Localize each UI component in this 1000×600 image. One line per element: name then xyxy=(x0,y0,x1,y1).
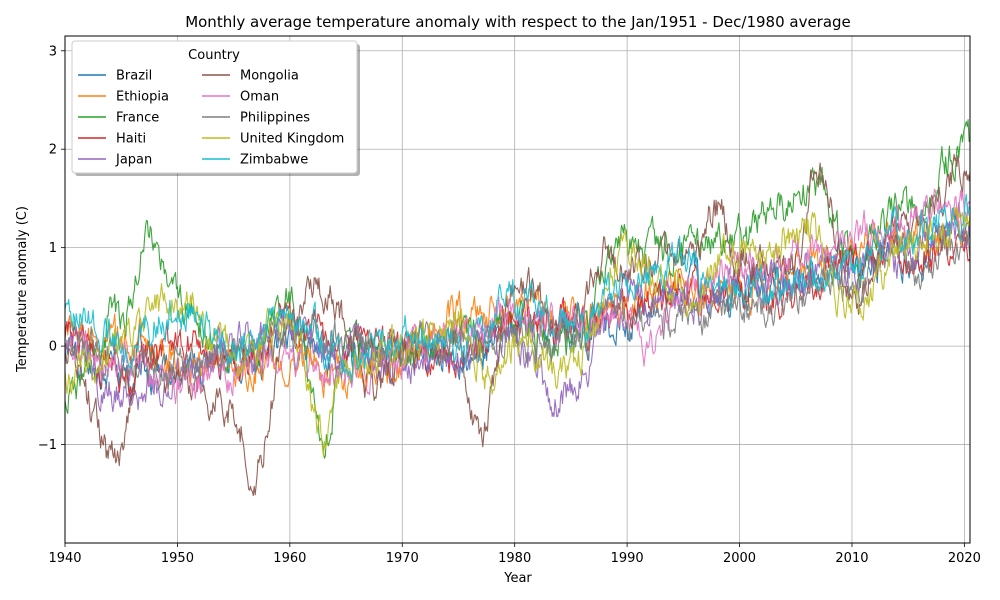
x-tick-label: 1990 xyxy=(611,551,644,566)
y-axis-label: Temperature anomaly (C) xyxy=(15,206,30,373)
x-tick-label: 1980 xyxy=(498,551,531,566)
legend-label: Philippines xyxy=(240,111,310,126)
legend-box xyxy=(71,40,358,174)
chart-title: Monthly average temperature anomaly with… xyxy=(185,13,851,31)
series-line-united-kingdom xyxy=(64,206,971,457)
y-tick-label: 3 xyxy=(49,44,57,59)
x-tick-label: 2020 xyxy=(948,551,981,566)
legend-label: Zimbabwe xyxy=(240,153,308,168)
y-tick-label: 0 xyxy=(49,340,57,355)
x-tick-label: 1940 xyxy=(48,551,81,566)
legend-label: Mongolia xyxy=(240,69,299,84)
series-line-philippines xyxy=(64,229,971,391)
legend-label: France xyxy=(116,111,159,126)
legend-label: Haiti xyxy=(116,132,146,147)
legend-label: United Kingdom xyxy=(240,132,344,147)
y-tick-label: 1 xyxy=(49,241,57,256)
plot-area xyxy=(64,119,971,497)
x-tick-label: 1950 xyxy=(161,551,194,566)
y-tick-label: −1 xyxy=(38,438,57,453)
legend-title: Country xyxy=(188,48,240,63)
axes-frame xyxy=(64,35,971,544)
legend: Country Brazil Ethiopia France Haiti Japan Mo… xyxy=(71,40,360,176)
x-axis-ticks: 1940 1950 1960 1970 1980 1990 2000 2010 2020 xyxy=(48,543,981,566)
series-line-haiti xyxy=(64,229,971,398)
x-axis-label: Year xyxy=(503,571,532,586)
y-tick-label: 2 xyxy=(49,143,57,158)
legend-label: Oman xyxy=(240,90,279,105)
series-line-mongolia xyxy=(64,153,971,497)
x-tick-label: 2000 xyxy=(723,551,756,566)
legend-label: Brazil xyxy=(116,69,152,84)
legend-label: Japan xyxy=(115,153,152,168)
x-tick-label: 2010 xyxy=(835,551,868,566)
legend-label: Ethiopia xyxy=(116,90,169,105)
series-line-zimbabwe xyxy=(64,193,971,384)
x-tick-label: 1970 xyxy=(386,551,419,566)
y-axis-ticks: −1 0 1 2 3 xyxy=(38,44,65,453)
x-tick-label: 1960 xyxy=(273,551,306,566)
